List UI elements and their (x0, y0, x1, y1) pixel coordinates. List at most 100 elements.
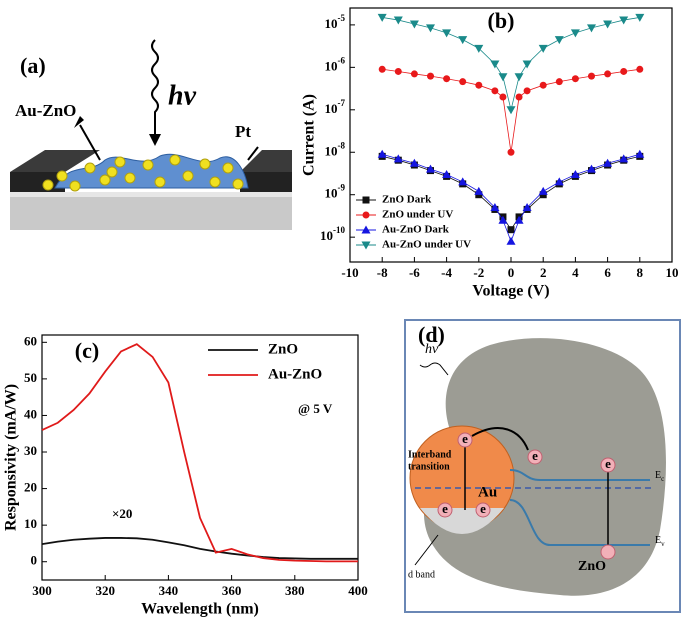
marker (619, 16, 629, 25)
x-tick-label: 400 (348, 583, 368, 598)
panel-label: (b) (488, 8, 515, 33)
x-tick-label: 300 (32, 583, 52, 598)
marker (361, 225, 371, 234)
marker (475, 81, 483, 89)
legend-label: ZnO under UV (382, 209, 453, 221)
legend-label: ZnO (268, 341, 298, 357)
x-tick-label: 380 (285, 583, 305, 598)
y-tick-label: 10-7 (325, 98, 346, 116)
y-tick-label: 10 (24, 516, 37, 531)
marker (377, 13, 387, 22)
marker (604, 70, 612, 78)
transfer-arrow (471, 427, 529, 451)
electrode-right-top (240, 150, 292, 172)
marker (539, 81, 547, 89)
marker (538, 44, 548, 53)
electrode-left-top (10, 150, 100, 172)
marker (410, 70, 418, 78)
film-label: Au-ZnO (15, 101, 76, 120)
photon-label: hν (425, 342, 439, 357)
y-tick-label: 40 (24, 406, 37, 421)
marker (523, 87, 531, 95)
x-tick-label: -4 (441, 265, 452, 280)
x-tick-label: 340 (159, 583, 179, 598)
marker (458, 177, 468, 186)
electrode-arrow (247, 146, 259, 161)
marker (620, 67, 628, 75)
substrate-top (10, 192, 292, 197)
marker (515, 93, 523, 101)
x-axis-title: Wavelength (nm) (141, 601, 259, 618)
y-axis-title: Current (A) (301, 94, 318, 176)
marker (442, 169, 452, 178)
conduction-band-label: Ec (655, 470, 664, 482)
electrons (437, 432, 616, 560)
x-tick-label: 2 (540, 265, 547, 280)
electron-label: e (605, 456, 611, 471)
panel-label: (d) (418, 322, 445, 347)
film-arrowhead (74, 116, 84, 128)
x-tick-label: -8 (377, 265, 388, 280)
conduction-band (509, 469, 650, 481)
x-tick-label: 6 (604, 265, 611, 280)
marker (603, 158, 613, 167)
valence-band (509, 499, 650, 546)
panel-d: e e e e e (d) hν Interband transition Au… (404, 319, 681, 613)
marker (635, 13, 645, 22)
annotation: @ 5 V (298, 401, 333, 416)
marker (507, 148, 515, 156)
electron-label: e (532, 448, 538, 463)
marker (635, 149, 645, 158)
x-tick-label: 0 (508, 265, 515, 280)
y-tick-label: 50 (24, 370, 37, 385)
marker (571, 75, 579, 83)
photon-arrowhead (149, 134, 161, 146)
y-tick-label: 30 (24, 443, 37, 458)
au-particles (42, 154, 244, 192)
marker (522, 60, 532, 69)
marker (619, 154, 629, 163)
x-axis-title: Voltage (V) (472, 283, 549, 300)
plot-frame (41, 334, 359, 581)
marker (443, 75, 451, 83)
film-arrow (79, 124, 101, 161)
legend-label: Au-ZnO (268, 366, 322, 382)
y-tick-label: 20 (24, 480, 37, 495)
legend-label: Au-ZnO Dark (382, 224, 450, 236)
marker (377, 149, 387, 158)
legend-label: Au-ZnO under UV (382, 239, 471, 251)
marker (587, 164, 596, 173)
marker (587, 24, 596, 33)
marker (490, 202, 500, 211)
marker (362, 196, 370, 204)
photon-wave (419, 362, 449, 376)
x-tick-label: 4 (572, 265, 579, 280)
marker (514, 215, 524, 224)
marker (570, 169, 580, 178)
x-tick-label: -10 (341, 265, 358, 280)
x-tick-label: 320 (95, 583, 115, 598)
marker (474, 44, 484, 53)
legend-label: ZnO Dark (382, 194, 432, 206)
zno-blob (423, 338, 666, 596)
marker (506, 236, 516, 245)
electrode-right (240, 172, 292, 192)
marker (393, 16, 403, 25)
marker (459, 78, 467, 86)
marker (378, 65, 386, 73)
y-tick-label: 0 (31, 553, 38, 568)
marker (490, 60, 500, 69)
d-band-pointer (414, 534, 439, 566)
electron-label: e (480, 501, 486, 516)
y-tick-label: 10-9 (325, 183, 346, 201)
x-tick-label: 10 (666, 265, 679, 280)
semiconductor-label: ZnO (578, 559, 606, 574)
panel-a: (a) hν Au-ZnO Pt (10, 39, 292, 230)
marker (554, 177, 564, 186)
x-tick-label: -6 (409, 265, 420, 280)
marker (409, 20, 419, 29)
marker (426, 164, 435, 173)
marker (393, 154, 403, 163)
y-tick-label: 10-8 (325, 140, 346, 158)
